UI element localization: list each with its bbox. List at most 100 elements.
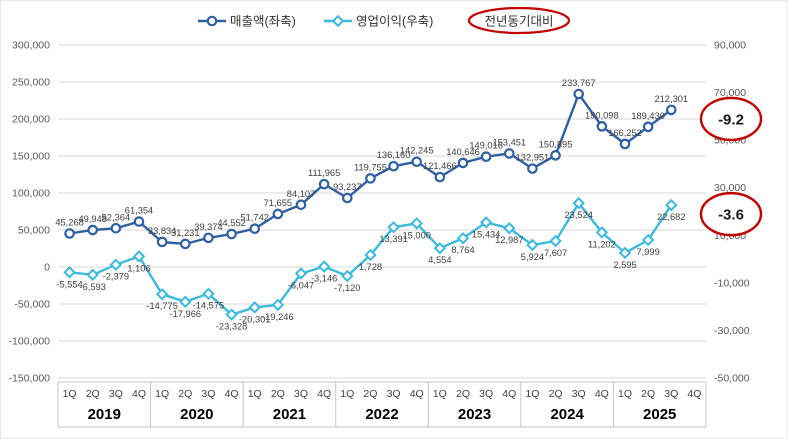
- left-axis-tick: 200,000: [12, 114, 50, 126]
- data-point-marker: [479, 216, 493, 229]
- data-point-marker: [573, 88, 585, 100]
- quarter-label: 4Q: [317, 388, 331, 400]
- category-axis: 1Q 2Q 3Q 4Q 1Q 2Q 3Q 4Q 1Q 2Q 3Q 4Q 1Q 2Q 3Q 4Q 1Q 2Q 3Q 4Q…: [57, 381, 707, 428]
- quarter-label: 1Q: [63, 388, 77, 400]
- quarter-label: 2Q: [178, 388, 192, 400]
- right-axis-tick: -30,000: [714, 325, 750, 337]
- data-point-marker: [156, 236, 168, 248]
- yoy-value: -3.6: [718, 207, 744, 224]
- year-label: 2021: [273, 406, 306, 423]
- quarter-label: 2Q: [456, 388, 470, 400]
- quarter-label: 4Q: [502, 388, 516, 400]
- legend-label-yoy: 전년동기대비: [484, 15, 553, 29]
- data-label: 140,646: [446, 147, 480, 157]
- data-point-marker: [225, 308, 238, 321]
- data-point-marker: [248, 301, 261, 314]
- data-label: -19,246: [262, 312, 294, 322]
- data-label: 149,016: [469, 141, 503, 151]
- data-label: 121,466: [423, 161, 457, 171]
- data-label: 4,554: [428, 255, 451, 265]
- data-label: 7,999: [637, 247, 660, 257]
- data-label: 33,834: [148, 226, 176, 236]
- data-point-marker: [364, 248, 377, 262]
- right-axis-tick: -10,000: [714, 277, 750, 289]
- data-point-marker: [179, 238, 191, 250]
- data-point-marker: [64, 228, 75, 239]
- yoy-annotation-operating: -3.6: [699, 191, 763, 237]
- data-label: 150,895: [539, 139, 573, 149]
- quarter-label: 4Q: [687, 388, 701, 400]
- data-label: -3,146: [311, 274, 337, 284]
- data-point-marker: [155, 288, 169, 301]
- data-label: 153,451: [492, 137, 526, 147]
- data-point-marker: [133, 216, 145, 227]
- left-axis-tick: 0: [44, 262, 50, 274]
- data-point-marker: [619, 138, 631, 150]
- data-point-marker: [596, 121, 608, 132]
- data-point-marker: [226, 228, 237, 240]
- right-axis-tick: 90,000: [714, 40, 746, 52]
- data-label: -14,575: [193, 301, 225, 311]
- data-point-marker: [318, 178, 330, 190]
- data-label: 8,764: [451, 245, 474, 255]
- quarter-label: 1Q: [433, 388, 447, 400]
- year-label: 2020: [180, 406, 213, 423]
- left-axis-tick: -100,000: [9, 336, 51, 348]
- data-label: 12,987: [495, 235, 523, 245]
- year-label: 2022: [365, 406, 398, 423]
- quarter-label: 4Q: [595, 388, 609, 400]
- year-label: 2024: [550, 406, 584, 423]
- data-label: 51,742: [240, 213, 268, 223]
- quarter-label: 1Q: [248, 388, 262, 400]
- quarter-label: 4Q: [132, 388, 146, 400]
- quarter-label: 1Q: [618, 388, 632, 400]
- data-point-marker: [527, 163, 538, 174]
- data-point-marker: [132, 250, 146, 263]
- data-point-marker: [249, 223, 261, 235]
- data-point-marker: [618, 246, 632, 260]
- operating-profit-series: [63, 196, 678, 321]
- data-label: -6,593: [80, 282, 106, 292]
- data-label: 119,755: [354, 162, 387, 172]
- data-label: -7,120: [334, 283, 360, 293]
- data-point-marker: [665, 198, 678, 212]
- data-point-marker: [550, 150, 561, 161]
- data-label: 212,301: [654, 94, 688, 104]
- data-label: 1,728: [359, 262, 382, 272]
- quarter-label: 3Q: [294, 388, 308, 400]
- quarter-label: 1Q: [525, 388, 539, 400]
- data-label: -17,966: [170, 309, 202, 319]
- right-axis-tick: -50,000: [714, 373, 750, 385]
- data-label: 71,655: [264, 198, 292, 208]
- yoy-annotation-revenue: -9.2: [699, 96, 763, 142]
- data-point-marker: [641, 233, 655, 247]
- yoy-value: -9.2: [718, 111, 744, 128]
- data-point-marker: [271, 298, 285, 312]
- data-label: -23,328: [216, 322, 248, 332]
- data-label: 45,268: [55, 218, 83, 228]
- data-point-marker: [503, 221, 516, 235]
- data-label: -5,554: [56, 279, 82, 289]
- data-point-marker: [341, 192, 353, 204]
- data-point-marker: [179, 295, 192, 309]
- data-point-marker: [110, 222, 122, 234]
- data-point-marker: [203, 232, 214, 244]
- data-label: 52,364: [102, 212, 130, 222]
- legend-item-revenue: 매출액(좌축): [198, 15, 296, 29]
- data-label: 31,231: [171, 228, 199, 238]
- quarter-label: 4Q: [410, 388, 424, 400]
- data-label: 93,237: [333, 182, 361, 192]
- data-label: -2,379: [103, 272, 129, 282]
- legend-diamond-marker-icon: [331, 14, 345, 28]
- quarter-label: 2Q: [86, 388, 100, 400]
- quarter-label: 3Q: [572, 388, 586, 400]
- data-label: 5,924: [521, 252, 544, 262]
- data-label: 13,391: [379, 234, 407, 244]
- data-label: 132,951: [516, 153, 550, 163]
- data-point-marker: [410, 217, 423, 230]
- data-point-marker: [434, 171, 446, 183]
- quarter-label: 3Q: [479, 388, 493, 400]
